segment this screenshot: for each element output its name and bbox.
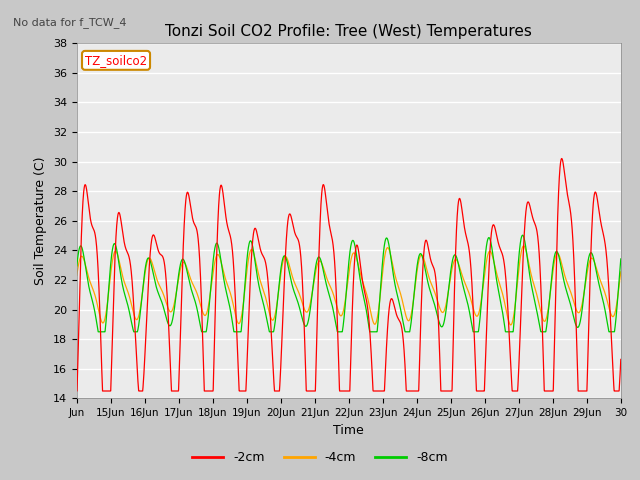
Y-axis label: Soil Temperature (C): Soil Temperature (C) bbox=[35, 156, 47, 285]
-4cm bbox=[282, 253, 289, 259]
-4cm bbox=[507, 322, 515, 328]
-2cm bbox=[617, 357, 625, 362]
Text: No data for f_TCW_4: No data for f_TCW_4 bbox=[13, 17, 126, 28]
-2cm bbox=[73, 388, 81, 394]
-4cm bbox=[520, 243, 527, 249]
Line: -8cm: -8cm bbox=[77, 235, 621, 332]
-4cm bbox=[305, 306, 313, 312]
Legend: -2cm, -4cm, -8cm: -2cm, -4cm, -8cm bbox=[187, 446, 453, 469]
-8cm bbox=[94, 329, 102, 335]
-8cm bbox=[617, 256, 625, 262]
-2cm bbox=[607, 313, 614, 319]
-8cm bbox=[73, 263, 81, 269]
-2cm bbox=[305, 388, 313, 394]
-8cm bbox=[607, 329, 614, 335]
Line: -2cm: -2cm bbox=[77, 158, 621, 391]
-2cm bbox=[282, 253, 289, 259]
Title: Tonzi Soil CO2 Profile: Tree (West) Temperatures: Tonzi Soil CO2 Profile: Tree (West) Temp… bbox=[165, 24, 532, 39]
-2cm bbox=[548, 388, 556, 394]
-2cm bbox=[135, 388, 143, 394]
-4cm bbox=[135, 312, 143, 318]
-8cm bbox=[135, 320, 143, 326]
-8cm bbox=[519, 232, 527, 238]
-2cm bbox=[558, 156, 566, 161]
-4cm bbox=[617, 269, 625, 275]
-8cm bbox=[168, 321, 175, 327]
Text: TZ_soilco2: TZ_soilco2 bbox=[85, 54, 147, 67]
-4cm bbox=[548, 277, 556, 283]
-2cm bbox=[167, 382, 175, 387]
X-axis label: Time: Time bbox=[333, 424, 364, 437]
-4cm bbox=[607, 310, 614, 316]
-4cm bbox=[167, 309, 175, 315]
-8cm bbox=[305, 313, 313, 319]
-8cm bbox=[548, 272, 556, 278]
Line: -4cm: -4cm bbox=[77, 246, 621, 325]
-4cm bbox=[73, 273, 81, 278]
-8cm bbox=[282, 254, 289, 260]
